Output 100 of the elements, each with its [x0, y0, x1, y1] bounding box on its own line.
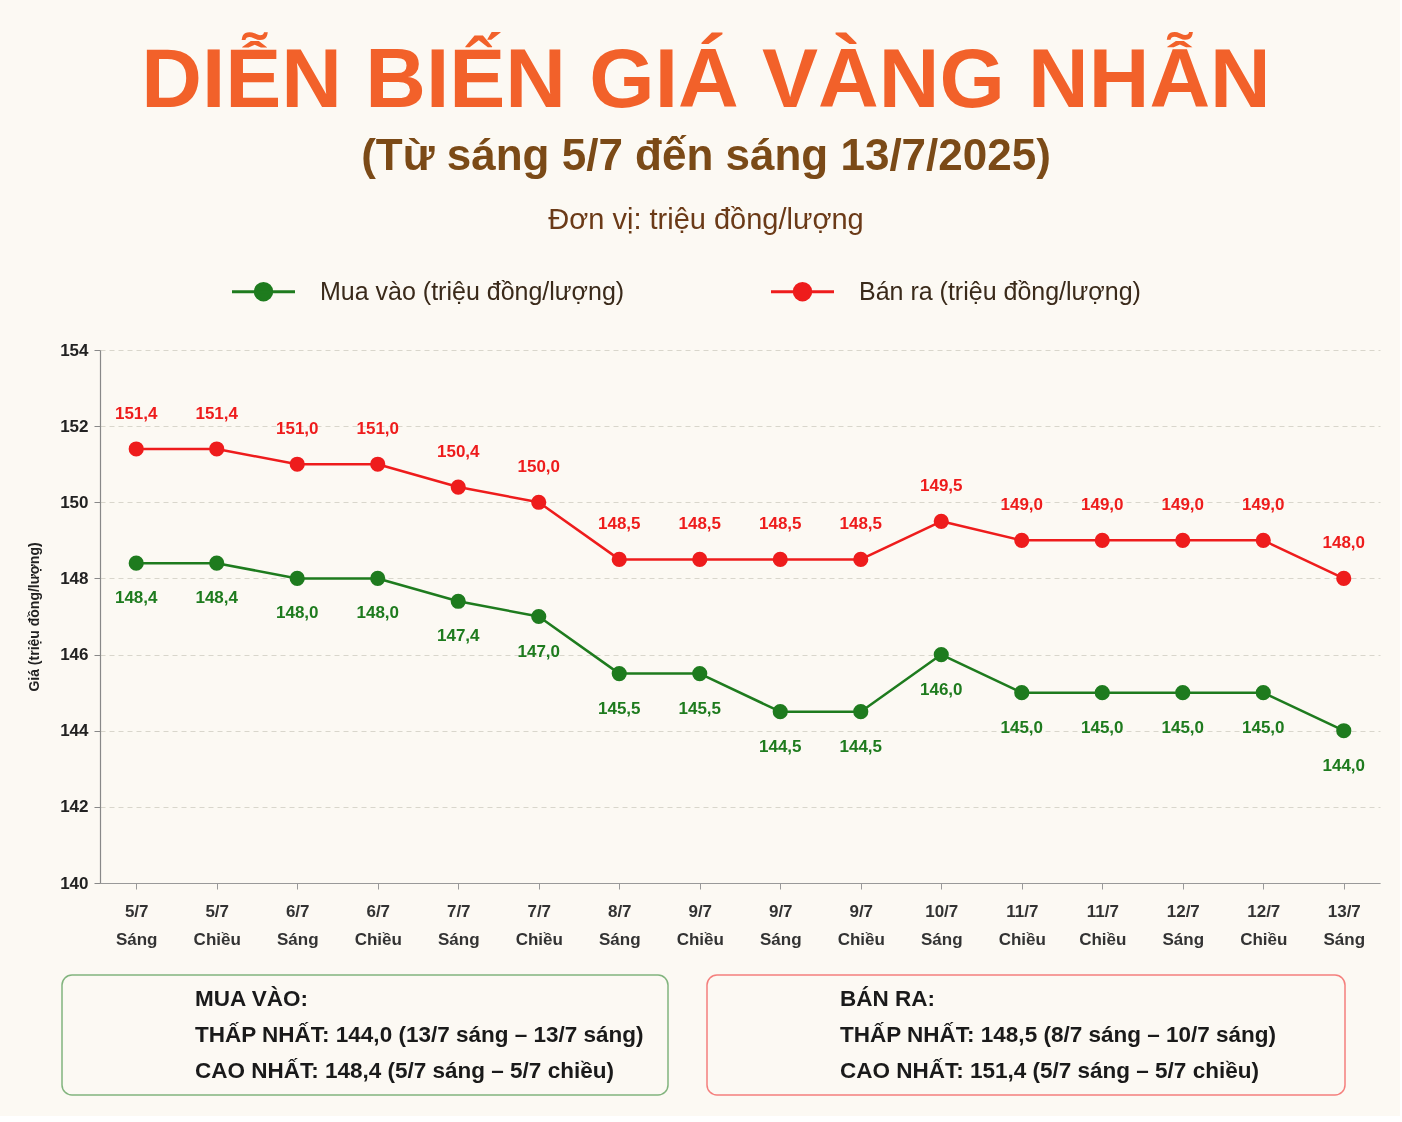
data-label: 148,5: [839, 514, 883, 534]
point: [450, 593, 466, 609]
data-label: 148,4: [195, 588, 239, 608]
x-tick-label: 7/7 Sáng: [437, 901, 480, 949]
point: [289, 570, 305, 586]
y-axis-title: Giá (triệu đồng/lượng): [26, 542, 43, 692]
x-tick-label: 10/7 Sáng: [920, 901, 963, 949]
point: [531, 494, 547, 510]
x-tick-label: 9/7 Sáng: [759, 901, 802, 949]
point: [1014, 685, 1030, 701]
data-label: 144,0: [1322, 755, 1366, 775]
data-label: 149,0: [1000, 495, 1044, 515]
data-label: 151,4: [195, 403, 239, 423]
point: [933, 513, 949, 529]
point: [1336, 570, 1352, 586]
x-tick-label: 13/7 Sáng: [1323, 901, 1366, 949]
point: [128, 555, 144, 571]
data-label: 147,0: [517, 641, 561, 661]
y-tick-label: 142: [60, 797, 89, 817]
point: [209, 555, 225, 571]
point: [853, 551, 869, 567]
point: [128, 441, 144, 457]
text: CAO NHẤT: 148,4 (5/7 sáng – 5/7 chiều): [195, 1058, 614, 1083]
data-label: 149,0: [1080, 495, 1124, 515]
point: [692, 666, 708, 682]
text: THẤP NHẤT: 148,5 (8/7 sáng – 10/7 sáng): [840, 1022, 1276, 1047]
data-label: 145,0: [1080, 717, 1124, 737]
x-tick-label: 6/7 Chiều: [354, 901, 402, 949]
point: [611, 666, 627, 682]
data-label: 151,0: [275, 419, 319, 439]
data-label: 150,0: [517, 457, 561, 477]
chart-subtitle: (Từ sáng 5/7 đến sáng 13/7/2025): [361, 130, 1051, 179]
data-label: 149,0: [1242, 495, 1285, 515]
data-label: 148,0: [1322, 533, 1366, 553]
text: MUA VÀO:: [195, 986, 308, 1011]
x-tick-label: 11/7 Chiều: [1079, 901, 1127, 949]
y-tick-label: 146: [60, 645, 89, 665]
x-tick-label: 5/7 Sáng: [115, 901, 158, 949]
legend-label: Bán ra (triệu đồng/lượng): [859, 276, 1141, 305]
x-tick-label: 5/7 Chiều: [193, 901, 241, 949]
x-tick-label: 7/7 Chiều: [515, 901, 563, 949]
point: [1175, 685, 1191, 701]
y-tick-label: 148: [60, 568, 89, 588]
data-label: 148,5: [678, 514, 722, 534]
point: [450, 479, 466, 495]
point: [1336, 723, 1352, 739]
chart-title: DIỄN BIẾN GIÁ VÀNG NHẪN: [141, 31, 1271, 125]
data-label: 145,0: [1000, 717, 1044, 737]
point: [853, 704, 869, 720]
point: [1255, 685, 1271, 701]
data-label: 144,5: [758, 736, 802, 756]
data-label: 150,4: [436, 442, 481, 462]
data-label: 146,0: [919, 679, 963, 699]
legend-label: Mua vào (triệu đồng/lượng): [320, 276, 625, 305]
y-tick-label: 152: [60, 416, 89, 436]
x-tick-label: 9/7 Chiều: [837, 901, 885, 949]
data-label: 149,0: [1161, 495, 1205, 515]
data-label: 149,5: [919, 476, 963, 496]
point: [1014, 532, 1030, 548]
point: [289, 456, 305, 472]
point: [370, 570, 386, 586]
data-label: 148,5: [758, 514, 802, 534]
data-label: 145,5: [597, 698, 641, 718]
text: Đơn vị: triệu đồng/lượng: [548, 203, 864, 235]
data-label: 148,4: [114, 588, 159, 608]
x-tick-label: 12/7 Chiều: [1240, 901, 1288, 949]
text: BÁN RA:: [840, 986, 935, 1011]
point: [1175, 532, 1191, 548]
data-label: 151,0: [356, 419, 400, 439]
text: CAO NHẤT: 151,4 (5/7 sáng – 5/7 chiều): [840, 1058, 1259, 1083]
text: THẤP NHẤT: 144,0 (13/7 sáng – 13/7 sáng): [195, 1022, 644, 1047]
point: [692, 551, 708, 567]
data-label: 148,0: [356, 603, 400, 623]
x-tick-label: 8/7 Sáng: [598, 901, 641, 949]
x-tick-label: 12/7 Sáng: [1162, 901, 1205, 949]
x-tick-label: 6/7 Sáng: [276, 901, 319, 949]
data-label: 148,5: [597, 514, 641, 534]
y-tick-label: 140: [60, 873, 89, 893]
data-label: 147,4: [436, 626, 481, 646]
x-tick-label: 9/7 Chiều: [676, 901, 724, 949]
data-label: 145,0: [1161, 717, 1205, 737]
data-label: 151,4: [114, 403, 159, 423]
point: [772, 704, 788, 720]
y-tick-label: 150: [60, 492, 89, 512]
point: [933, 647, 949, 663]
point: [1094, 685, 1110, 701]
point: [1094, 532, 1110, 548]
y-tick-label: 154: [60, 340, 90, 360]
data-label: 144,5: [839, 736, 883, 756]
x-tick-label: 11/7 Chiều: [998, 901, 1046, 949]
point: [209, 441, 225, 457]
y-tick-label: 144: [60, 721, 90, 741]
point: [370, 456, 386, 472]
data-label: 148,0: [275, 603, 319, 623]
point: [531, 608, 547, 625]
point: [772, 551, 788, 567]
point: [1255, 532, 1271, 548]
point: [611, 551, 627, 567]
data-label: 145,5: [678, 698, 722, 718]
data-label: 145,0: [1242, 717, 1285, 737]
